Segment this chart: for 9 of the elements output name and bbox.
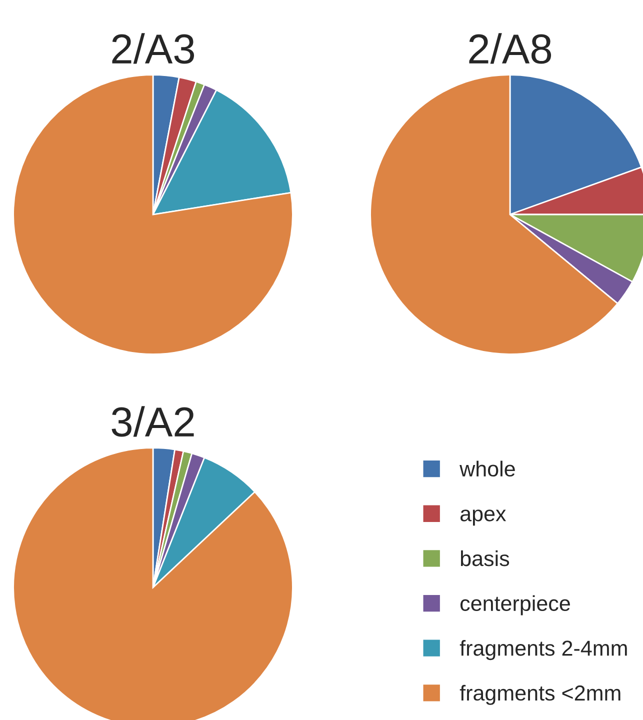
legend-label: fragments <2mm bbox=[460, 684, 620, 705]
legend-label: basis bbox=[460, 550, 510, 566]
legend-label: whole bbox=[460, 460, 515, 477]
legend-label: fragments 2-4mm bbox=[460, 640, 627, 660]
chart-title: 2/A8 bbox=[469, 33, 552, 64]
chart-title: 3/A2 bbox=[112, 406, 194, 437]
chart-title: 2/A3 bbox=[112, 33, 194, 64]
legend-label: apex bbox=[460, 510, 506, 526]
legend-label: centerpiece bbox=[460, 595, 570, 616]
